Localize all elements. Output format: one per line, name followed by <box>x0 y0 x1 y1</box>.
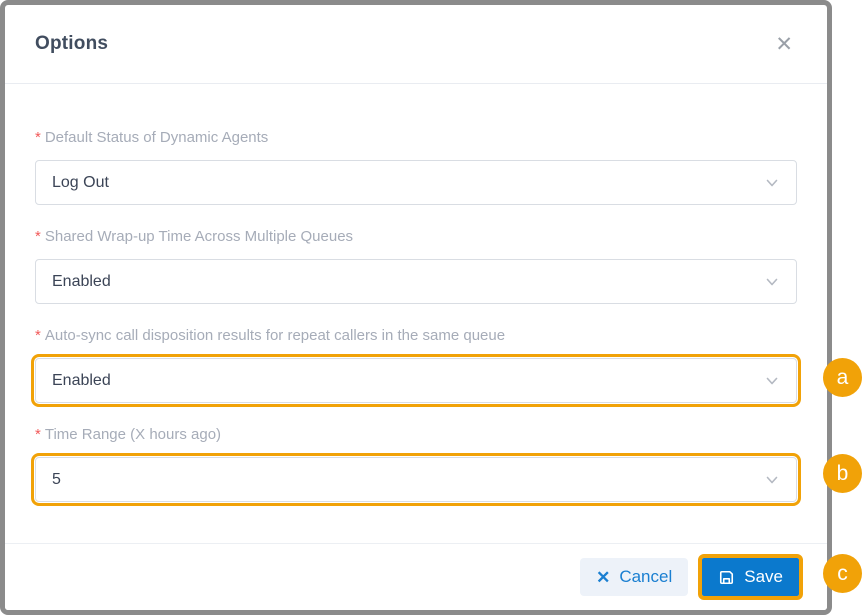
time-range-select[interactable]: 5 <box>31 453 801 506</box>
dialog-footer: ✕ Cancel Save <box>5 543 827 610</box>
chevron-down-icon <box>766 476 778 483</box>
required-asterisk: * <box>35 327 41 344</box>
select-value: Enabled <box>52 371 111 389</box>
save-button-label: Save <box>744 567 783 586</box>
annotation-badge-c: c <box>823 554 862 593</box>
select-value: Enabled <box>52 272 111 290</box>
field-auto-sync: * Auto-sync call disposition results for … <box>31 326 801 407</box>
shared-wrapup-select[interactable]: Enabled <box>35 259 797 304</box>
field-shared-wrapup: * Shared Wrap-up Time Across Multiple Que… <box>35 227 797 304</box>
annotation-badge-b: b <box>823 454 862 493</box>
dialog-title: Options <box>35 33 109 54</box>
default-status-select[interactable]: Log Out <box>35 160 797 205</box>
field-default-status: * Default Status of Dynamic Agents Log Ou… <box>35 128 797 205</box>
options-dialog: Options ✕ * Default Status of Dynamic Age… <box>0 0 832 615</box>
chevron-down-icon <box>766 278 778 285</box>
field-time-range: * Time Range (X hours ago) 5 <box>31 425 801 506</box>
chevron-down-icon <box>766 377 778 384</box>
required-asterisk: * <box>35 228 41 245</box>
annotation-badge-a: a <box>823 358 862 397</box>
field-label: * Time Range (X hours ago) <box>35 425 797 445</box>
select-value: 5 <box>52 470 61 488</box>
required-asterisk: * <box>35 129 41 146</box>
field-label-text: Shared Wrap-up Time Across Multiple Queu… <box>44 228 354 245</box>
cancel-button-label: Cancel <box>619 567 673 586</box>
cancel-x-icon: ✕ <box>596 567 611 587</box>
auto-sync-select[interactable]: Enabled <box>31 354 801 407</box>
dialog-header: Options ✕ <box>5 5 827 84</box>
chevron-down-icon <box>766 179 778 186</box>
field-label: * Default Status of Dynamic Agents <box>35 128 797 148</box>
field-label: * Shared Wrap-up Time Across Multiple Que… <box>35 227 797 247</box>
save-floppy-icon <box>720 570 734 584</box>
field-label-text: Time Range (X hours ago) <box>44 426 222 443</box>
cancel-button[interactable]: ✕ Cancel <box>580 558 689 596</box>
dialog-body: * Default Status of Dynamic Agents Log Ou… <box>5 84 827 506</box>
close-icon[interactable]: ✕ <box>771 30 797 59</box>
save-button[interactable]: Save <box>698 554 803 600</box>
field-label-text: Auto-sync call disposition results for r… <box>44 327 506 344</box>
select-value: Log Out <box>52 173 109 191</box>
field-label: * Auto-sync call disposition results for … <box>35 326 797 346</box>
field-label-text: Default Status of Dynamic Agents <box>44 129 269 146</box>
required-asterisk: * <box>35 426 41 443</box>
